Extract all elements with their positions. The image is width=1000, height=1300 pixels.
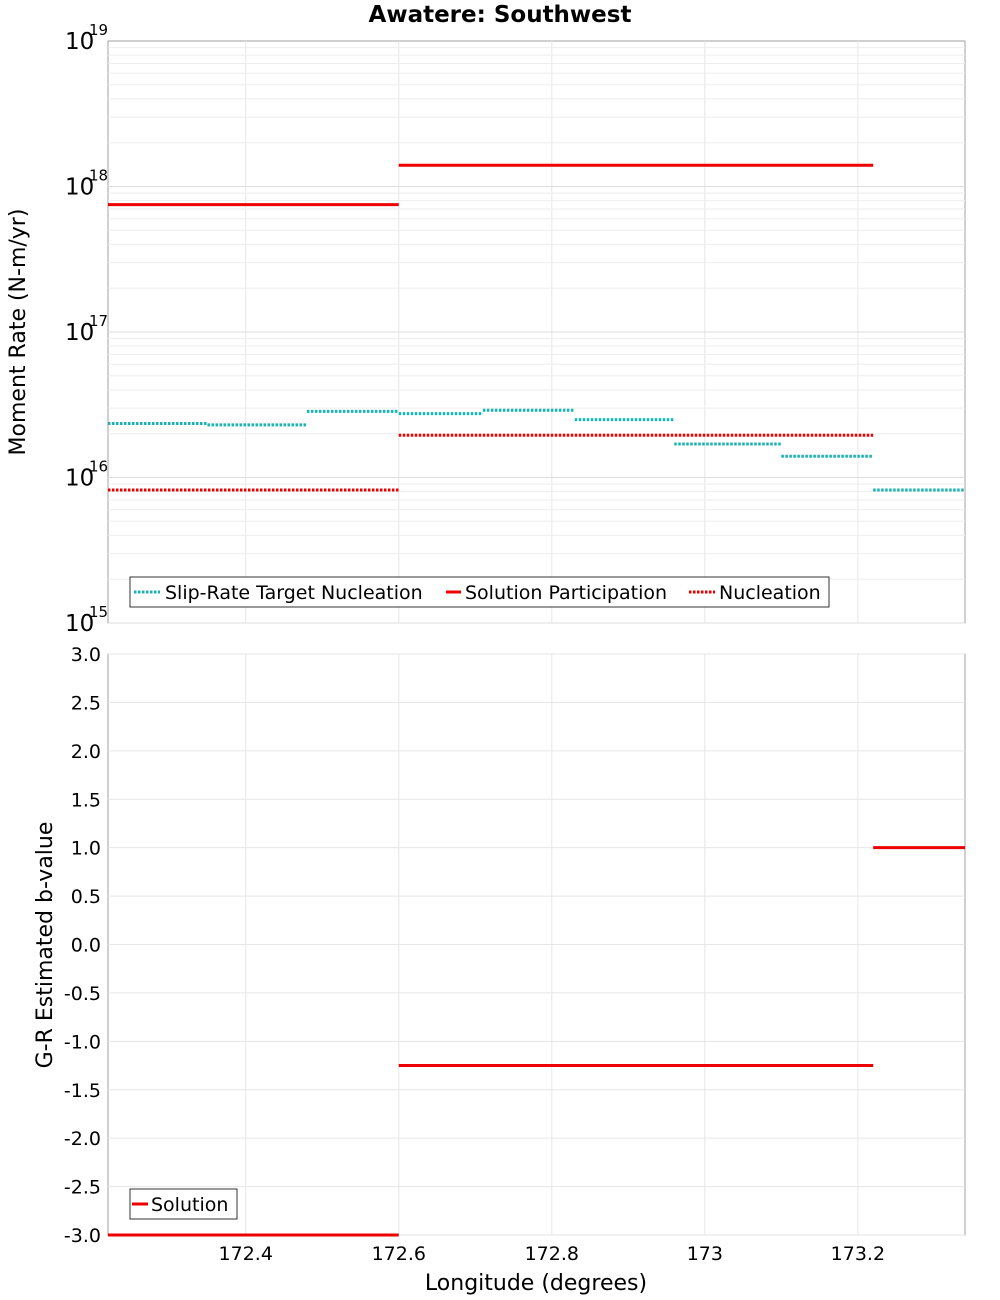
bottom-y-tick-label: -1.5	[64, 1080, 101, 1102]
chart-title: Awatere: Southwest	[369, 2, 632, 28]
top-y-tick-label: 10	[65, 320, 94, 346]
bottom-y-tick-label: 0.5	[71, 886, 101, 908]
bottom-y-tick-label: 2.5	[71, 692, 101, 714]
bottom-grid	[108, 653, 965, 1236]
top-y-tick-exponent: 19	[89, 21, 108, 39]
bottom-y-tick-label: 1.0	[71, 838, 101, 860]
legend-label-solution: Solution	[151, 1194, 228, 1216]
top-y-tick-label: 10	[65, 175, 94, 201]
bottom-plot: 3.0 2.5 2.0 1.5 1.0 0.5 0.0 -0.5 -1.0 -1.5 -2.0 -2.…	[33, 644, 966, 1296]
x-tick-label: 173	[687, 1243, 723, 1265]
top-legend-box	[129, 576, 830, 608]
bottom-y-tick-label: 3.0	[71, 644, 101, 666]
bottom-y-tick-label: -1.0	[64, 1031, 101, 1053]
x-axis-label: Longitude (degrees)	[425, 1271, 647, 1296]
top-y-tick-exponent: 15	[89, 603, 108, 621]
bottom-y-tick-label: -3.0	[64, 1225, 101, 1247]
top-y-tick-label: 10	[65, 611, 94, 637]
top-y-tick-exponent: 16	[89, 458, 108, 476]
top-legend: Slip-Rate Target Nucleation Solution Par…	[129, 576, 830, 608]
bottom-y-tick-labels: 3.0 2.5 2.0 1.5 1.0 0.5 0.0 -0.5 -1.0 -1.5 -2.0 -2.…	[64, 644, 101, 1247]
x-tick-label: 172.6	[372, 1243, 426, 1265]
bottom-y-tick-label: -2.0	[64, 1128, 101, 1150]
bottom-y-tick-label: 1.5	[71, 789, 101, 811]
legend-label-slip-rate-target: Slip-Rate Target Nucleation	[165, 582, 423, 604]
bottom-y-tick-label: 0.0	[71, 935, 101, 957]
bottom-y-axis-label: G-R Estimated b-value	[33, 822, 58, 1069]
legend-label-nucleation: Nucleation	[719, 582, 821, 604]
top-y-tick-label: 10	[65, 29, 94, 55]
top-y-tick-label: 10	[65, 466, 94, 492]
x-tick-labels: 172.4 172.6 172.8 173 173.2	[219, 1243, 886, 1265]
legend-label-solution-participation: Solution Participation	[465, 582, 667, 604]
x-tick-label: 172.8	[525, 1243, 579, 1265]
bottom-series	[108, 846, 965, 1237]
top-y-tick-exponent: 18	[89, 167, 108, 185]
top-y-axis-label: Moment Rate (N-m/yr)	[6, 209, 31, 456]
bottom-legend: Solution	[129, 1188, 238, 1220]
bottom-y-tick-label: -2.5	[64, 1177, 101, 1199]
top-y-tick-exponent: 17	[89, 312, 108, 330]
x-tick-label: 173.2	[831, 1243, 885, 1265]
bottom-y-tick-label: 2.0	[71, 741, 101, 763]
bottom-y-tick-label: -0.5	[64, 983, 101, 1005]
x-tick-label: 172.4	[219, 1243, 273, 1265]
top-series	[108, 163, 965, 492]
